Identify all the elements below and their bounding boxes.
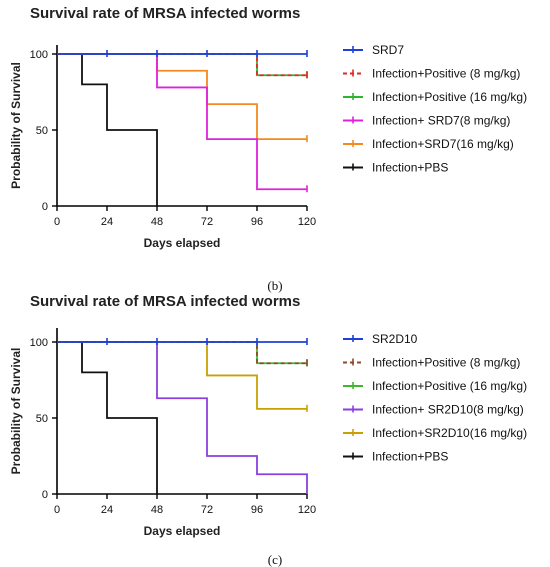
x-tick-label: 120 [298, 504, 316, 516]
legend-label: Infection+Positive (8 mg/kg) [372, 356, 520, 370]
survival-curve-infection-positive-8-mg-kg- [57, 341, 307, 365]
y-tick-label: 50 [36, 125, 48, 137]
y-axis-label: Probability of Survival [9, 62, 23, 189]
survival-curve-infection-pbs [57, 53, 158, 206]
chart-panel-c: Survival rate of MRSA infected worms 0 50 1… [9, 293, 527, 567]
legend-label: Infection+ SRD7(8 mg/kg) [372, 114, 510, 128]
x-tick-label: 24 [101, 504, 113, 516]
legend-label: Infection+Positive (16 mg/kg) [372, 90, 527, 104]
legend-label: Infection+PBS [372, 161, 448, 175]
x-tick-label: 96 [251, 216, 263, 228]
legend-label: Infection+Positive (16 mg/kg) [372, 379, 527, 393]
survival-curve-infection-positive-8-mg-kg- [57, 53, 307, 77]
legend-label: SR2D10 [372, 332, 418, 346]
y-tick-label: 100 [30, 337, 48, 349]
figure-caption: (c) [268, 552, 282, 567]
survival-curve-infection-pbs [57, 341, 158, 494]
x-tick-label: 96 [251, 504, 263, 516]
x-tick-label: 24 [101, 216, 113, 228]
x-tick-label: 72 [201, 504, 213, 516]
x-axis-label: Days elapsed [144, 236, 221, 250]
legend-label: Infection+SRD7(16 mg/kg) [372, 137, 514, 151]
legend-label: Infection+Positive (8 mg/kg) [372, 67, 520, 81]
x-tick-label: 0 [54, 216, 60, 228]
x-tick-label: 0 [54, 504, 60, 516]
x-tick-label: 48 [151, 216, 163, 228]
x-axis-label: Days elapsed [144, 524, 221, 538]
chart-title: Survival rate of MRSA infected worms [30, 5, 300, 22]
survival-curve-infection-srd7-8-mg-kg- [57, 53, 307, 191]
y-tick-label: 50 [36, 413, 48, 425]
y-tick-label: 100 [30, 49, 48, 61]
legend-label: Infection+ SR2D10(8 mg/kg) [372, 403, 524, 417]
y-tick-label: 0 [42, 489, 48, 501]
chart-panel-b: Survival rate of MRSA infected worms 0 50 1… [9, 5, 527, 293]
legend-label: Infection+SR2D10(16 mg/kg) [372, 426, 527, 440]
survival-curve-infection-positive-16-mg-kg- [57, 53, 307, 77]
legend-label: SRD7 [372, 43, 404, 57]
survival-curve-infection-srd7-16-mg-kg- [57, 53, 307, 141]
x-tick-label: 120 [298, 216, 316, 228]
chart-title: Survival rate of MRSA infected worms [30, 293, 300, 310]
x-tick-label: 48 [151, 504, 163, 516]
survival-curve-infection-positive-16-mg-kg- [57, 341, 307, 365]
x-tick-label: 72 [201, 216, 213, 228]
survival-curve-infection-sr2d10-8-mg-kg- [57, 341, 308, 494]
y-axis-label: Probability of Survival [9, 348, 23, 475]
y-tick-label: 0 [42, 201, 48, 213]
legend-label: Infection+PBS [372, 450, 448, 464]
figure-caption: (b) [267, 278, 282, 293]
